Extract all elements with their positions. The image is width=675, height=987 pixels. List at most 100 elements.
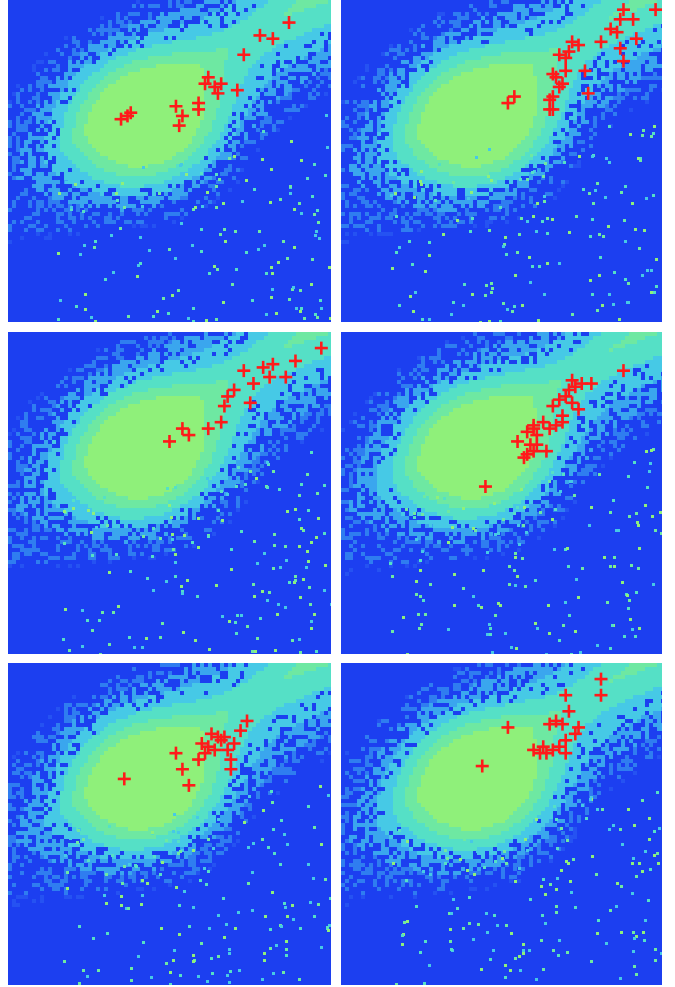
density-cell: [521, 64, 525, 68]
density-cell: [505, 152, 509, 156]
density-cell: [172, 48, 176, 52]
density-cell: [417, 120, 421, 124]
density-cell: [104, 148, 108, 152]
density-cell: [80, 76, 84, 80]
density-cell: [537, 92, 541, 96]
density-cell: [224, 32, 228, 36]
density-cell: [200, 136, 204, 140]
density-cell: [40, 156, 44, 160]
density-cell: [268, 116, 272, 120]
density-cell: [581, 60, 585, 64]
density-cell: [208, 200, 212, 204]
density-cell: [316, 0, 320, 4]
density-cell: [389, 160, 393, 164]
density-cell: [172, 144, 176, 148]
density-cell: [248, 40, 252, 44]
density-cell: [36, 80, 40, 84]
density-cell: [497, 120, 501, 124]
density-cell: [172, 152, 176, 156]
density-speck: [141, 205, 144, 208]
density-cell: [485, 64, 489, 68]
density-cell: [116, 156, 120, 160]
density-cell: [393, 48, 397, 52]
density-cell: [132, 180, 136, 184]
density-cell: [244, 108, 248, 112]
density-cell: [152, 108, 156, 112]
density-speck: [215, 173, 218, 176]
density-cell: [204, 56, 208, 60]
density-cell: [569, 4, 573, 8]
density-cell: [501, 136, 505, 140]
density-cell: [485, 116, 489, 120]
density-cell: [609, 0, 613, 4]
density-speck: [317, 221, 320, 224]
density-cell: [12, 168, 16, 172]
density-cell: [192, 24, 196, 28]
density-cell: [144, 96, 148, 100]
density-cell: [152, 176, 156, 180]
density-cell: [601, 80, 605, 84]
density-cell: [200, 52, 204, 56]
density-cell: [288, 56, 292, 60]
density-cell: [320, 72, 324, 76]
density-cell: [192, 8, 196, 12]
density-cell: [589, 24, 593, 28]
density-cell: [477, 108, 481, 112]
density-speck: [208, 272, 211, 275]
density-cell: [192, 84, 196, 88]
density-cell: [437, 40, 441, 44]
density-cell: [156, 180, 160, 184]
density-cell: [116, 92, 120, 96]
density-cell: [212, 96, 216, 100]
density-cell: [521, 104, 525, 108]
density-cell: [657, 16, 661, 20]
density-cell: [405, 120, 409, 124]
density-cell: [184, 12, 188, 16]
density-cell: [585, 36, 589, 40]
density-cell: [521, 100, 525, 104]
density-cell: [280, 72, 284, 76]
density-cell: [433, 116, 437, 120]
density-cell: [489, 84, 493, 88]
density-cell: [168, 188, 172, 192]
density-cell: [469, 88, 473, 92]
density-cell: [417, 116, 421, 120]
density-cell: [204, 180, 208, 184]
density-cell: [288, 28, 292, 32]
density-cell: [52, 148, 56, 152]
density-cell: [176, 152, 180, 156]
density-cell: [533, 72, 537, 76]
density-cell: [605, 100, 609, 104]
density-cell: [385, 136, 389, 140]
density-cell: [64, 44, 68, 48]
density-cell: [537, 36, 541, 40]
density-cell: [96, 192, 100, 196]
density-cell: [144, 152, 148, 156]
density-cell: [413, 128, 417, 132]
density-cell: [397, 120, 401, 124]
density-cell: [76, 116, 80, 120]
density-cell: [100, 136, 104, 140]
density-cell: [120, 56, 124, 60]
density-cell: [513, 52, 517, 56]
density-speck: [65, 181, 68, 184]
density-cell: [312, 48, 316, 52]
density-cell: [80, 136, 84, 140]
density-cell: [601, 68, 605, 72]
density-cell: [224, 64, 228, 68]
density-cell: [96, 76, 100, 80]
density-cell: [160, 104, 164, 108]
density-cell: [633, 28, 637, 32]
density-cell: [36, 60, 40, 64]
density-cell: [433, 124, 437, 128]
density-cell: [176, 176, 180, 180]
density-cell: [216, 132, 220, 136]
density-cell: [276, 8, 280, 12]
density-cell: [521, 140, 525, 144]
density-cell: [357, 156, 361, 160]
density-cell: [272, 8, 276, 12]
density-cell: [365, 104, 369, 108]
density-cell: [501, 140, 505, 144]
density-speck: [271, 272, 274, 275]
density-cell: [164, 172, 168, 176]
